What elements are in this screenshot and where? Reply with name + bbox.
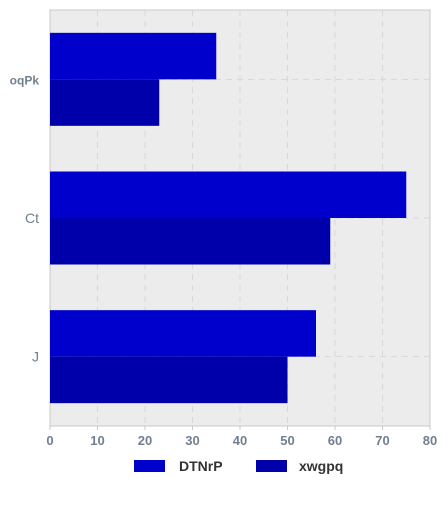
category-label: J bbox=[32, 349, 39, 365]
legend-item-DTNrP[interactable]: DTNrP bbox=[134, 458, 223, 474]
legend-swatch bbox=[134, 460, 165, 472]
x-axis: 0 10 20 30 40 50 60 70 80 bbox=[46, 426, 437, 448]
x-tick-label: 80 bbox=[423, 433, 437, 448]
category-label: oqPk bbox=[10, 73, 40, 87]
legend-swatch bbox=[256, 460, 287, 472]
bar-xwgpq-Ct bbox=[50, 218, 331, 265]
category-label: Ct bbox=[25, 210, 39, 226]
x-tick-label: 60 bbox=[328, 433, 342, 448]
plot-area bbox=[49, 9, 431, 427]
x-tick-label: 40 bbox=[233, 433, 247, 448]
x-tick-label: 20 bbox=[138, 433, 152, 448]
x-tick-label: 70 bbox=[375, 433, 389, 448]
bar-xwgpq-J bbox=[50, 356, 288, 404]
legend-label: xwgpq bbox=[299, 458, 343, 474]
legend: DTNrP xwgpq bbox=[134, 458, 343, 474]
x-tick-label: 0 bbox=[46, 433, 53, 448]
bar-DTNrP-J bbox=[50, 310, 316, 357]
x-tick-label: 50 bbox=[280, 433, 294, 448]
x-tick-label: 10 bbox=[90, 433, 104, 448]
bar-DTNrP-oqPk bbox=[50, 32, 217, 80]
bar-xwgpq-oqPk bbox=[50, 79, 160, 126]
legend-label: DTNrP bbox=[179, 458, 223, 474]
bar-DTNrP-Ct bbox=[50, 171, 407, 218]
legend-item-xwgpq[interactable]: xwgpq bbox=[256, 458, 343, 474]
y-axis: oqPk Ct J bbox=[10, 73, 40, 364]
x-tick-label: 30 bbox=[185, 433, 199, 448]
